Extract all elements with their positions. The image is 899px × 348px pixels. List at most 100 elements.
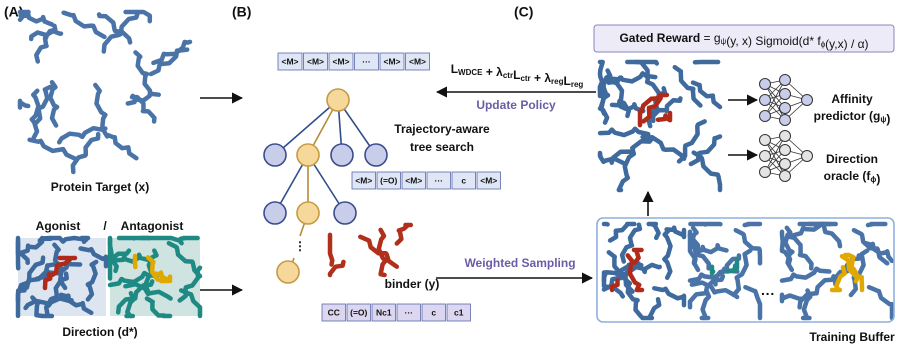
net-node <box>760 135 771 146</box>
antagonist-label: Antagonist <box>121 219 184 233</box>
helix <box>712 267 713 274</box>
helix <box>108 135 136 158</box>
net-node <box>780 75 791 86</box>
net-node <box>760 95 771 106</box>
net-node <box>780 131 791 142</box>
token: ··· <box>435 175 444 185</box>
token: <M> <box>355 175 372 185</box>
helix <box>869 287 892 318</box>
token: c1 <box>454 307 464 317</box>
protein-images <box>18 12 892 318</box>
helix <box>330 235 332 265</box>
helix <box>649 224 659 238</box>
formula-part: (y,x) / α) <box>825 37 868 51</box>
loss-formula: LWDCE + λctrLctr + λregLreg <box>451 62 584 89</box>
token: <M> <box>332 56 349 66</box>
figure: (A) (B) (C) Protein Target (x) Agonist /… <box>0 0 899 348</box>
helix <box>642 299 659 318</box>
helix <box>136 52 150 90</box>
net-node <box>780 103 791 114</box>
helix <box>664 231 670 278</box>
model-label: Direction <box>826 152 878 166</box>
helix <box>600 129 648 135</box>
net-node <box>780 115 791 126</box>
net-node <box>802 151 813 162</box>
helix <box>690 224 720 225</box>
net-node <box>780 145 791 156</box>
formula-sub: ctr <box>503 71 513 80</box>
formula-sub: reg <box>551 77 564 86</box>
net-node <box>760 151 771 162</box>
token: <M> <box>281 56 298 66</box>
helix <box>634 250 642 263</box>
token: <M> <box>480 175 497 185</box>
helix <box>73 134 98 172</box>
helix <box>745 287 760 318</box>
formula-part: predictor (g <box>814 109 881 123</box>
helix <box>397 225 411 244</box>
formula-text: LWDCE + λctrLctr + λregLreg <box>451 62 584 89</box>
formula-part: L <box>513 68 520 82</box>
token: ··· <box>362 56 371 66</box>
formula-part: L <box>451 62 458 76</box>
formula-part: oracle (f <box>824 169 872 183</box>
token: CC <box>328 307 340 317</box>
helix <box>20 101 28 108</box>
helix <box>782 295 802 301</box>
token: Nc1 <box>376 307 392 317</box>
formula-part: L <box>563 74 570 88</box>
helix <box>745 224 760 225</box>
reward-title: Gated Reward <box>619 31 700 45</box>
helix <box>30 140 76 159</box>
helix <box>636 62 659 99</box>
net-node <box>760 79 771 90</box>
target-label: Protein Target (x) <box>51 180 149 194</box>
model-labels: Affinity predictor (gψ) Direction oracle (f… <box>814 92 891 186</box>
helix <box>32 91 39 138</box>
net-node <box>760 167 771 178</box>
helix <box>180 238 197 239</box>
formula-part: ) <box>876 172 880 186</box>
net-node <box>780 89 791 100</box>
buffer-ellipsis: ··· <box>761 286 775 302</box>
net-node <box>760 111 771 122</box>
binder-label: binder (y) <box>385 277 440 291</box>
formula-part: + λ <box>531 71 552 85</box>
token: (=O) <box>350 307 367 317</box>
formula-sub: WDCE <box>458 68 483 77</box>
formula-part: ) <box>886 112 890 126</box>
formula-text: predictor (gψ) <box>814 109 891 126</box>
helix <box>658 113 670 120</box>
separator: / <box>103 219 107 233</box>
formula-part: = g <box>700 31 720 45</box>
helix <box>21 14 52 25</box>
token: c <box>431 307 436 317</box>
sampling-label: Weighted Sampling <box>464 256 575 270</box>
helix <box>82 238 88 242</box>
token: <M> <box>383 56 400 66</box>
search-label: tree search <box>410 140 474 154</box>
token: ··· <box>405 307 414 317</box>
formula-text: oracle (fϕ) <box>824 169 881 186</box>
token: <M> <box>405 175 422 185</box>
token: c <box>461 175 466 185</box>
tree-ellipsis: ⋮ <box>294 239 306 253</box>
panel-label: (C) <box>514 4 533 20</box>
direction-label: Direction (d*) <box>62 325 137 339</box>
formula-sub: reg <box>571 80 584 89</box>
token: (=O) <box>380 175 397 185</box>
buffer-label: Training Buffer <box>809 330 895 344</box>
update-label: Update Policy <box>476 98 556 112</box>
formula-part: + λ <box>483 65 504 79</box>
helix <box>613 79 629 116</box>
model-label: Affinity <box>831 92 873 106</box>
formula-sub: ctr <box>520 74 530 83</box>
net-node <box>780 171 791 182</box>
agonist-label: Agonist <box>36 219 81 233</box>
net-node <box>802 95 813 106</box>
net-node <box>780 159 791 170</box>
networks <box>760 75 813 182</box>
search-label: Trajectory-aware <box>394 122 490 136</box>
token: <M> <box>307 56 324 66</box>
formula-part: (y, x) Sigmoid(d* f <box>726 34 821 48</box>
